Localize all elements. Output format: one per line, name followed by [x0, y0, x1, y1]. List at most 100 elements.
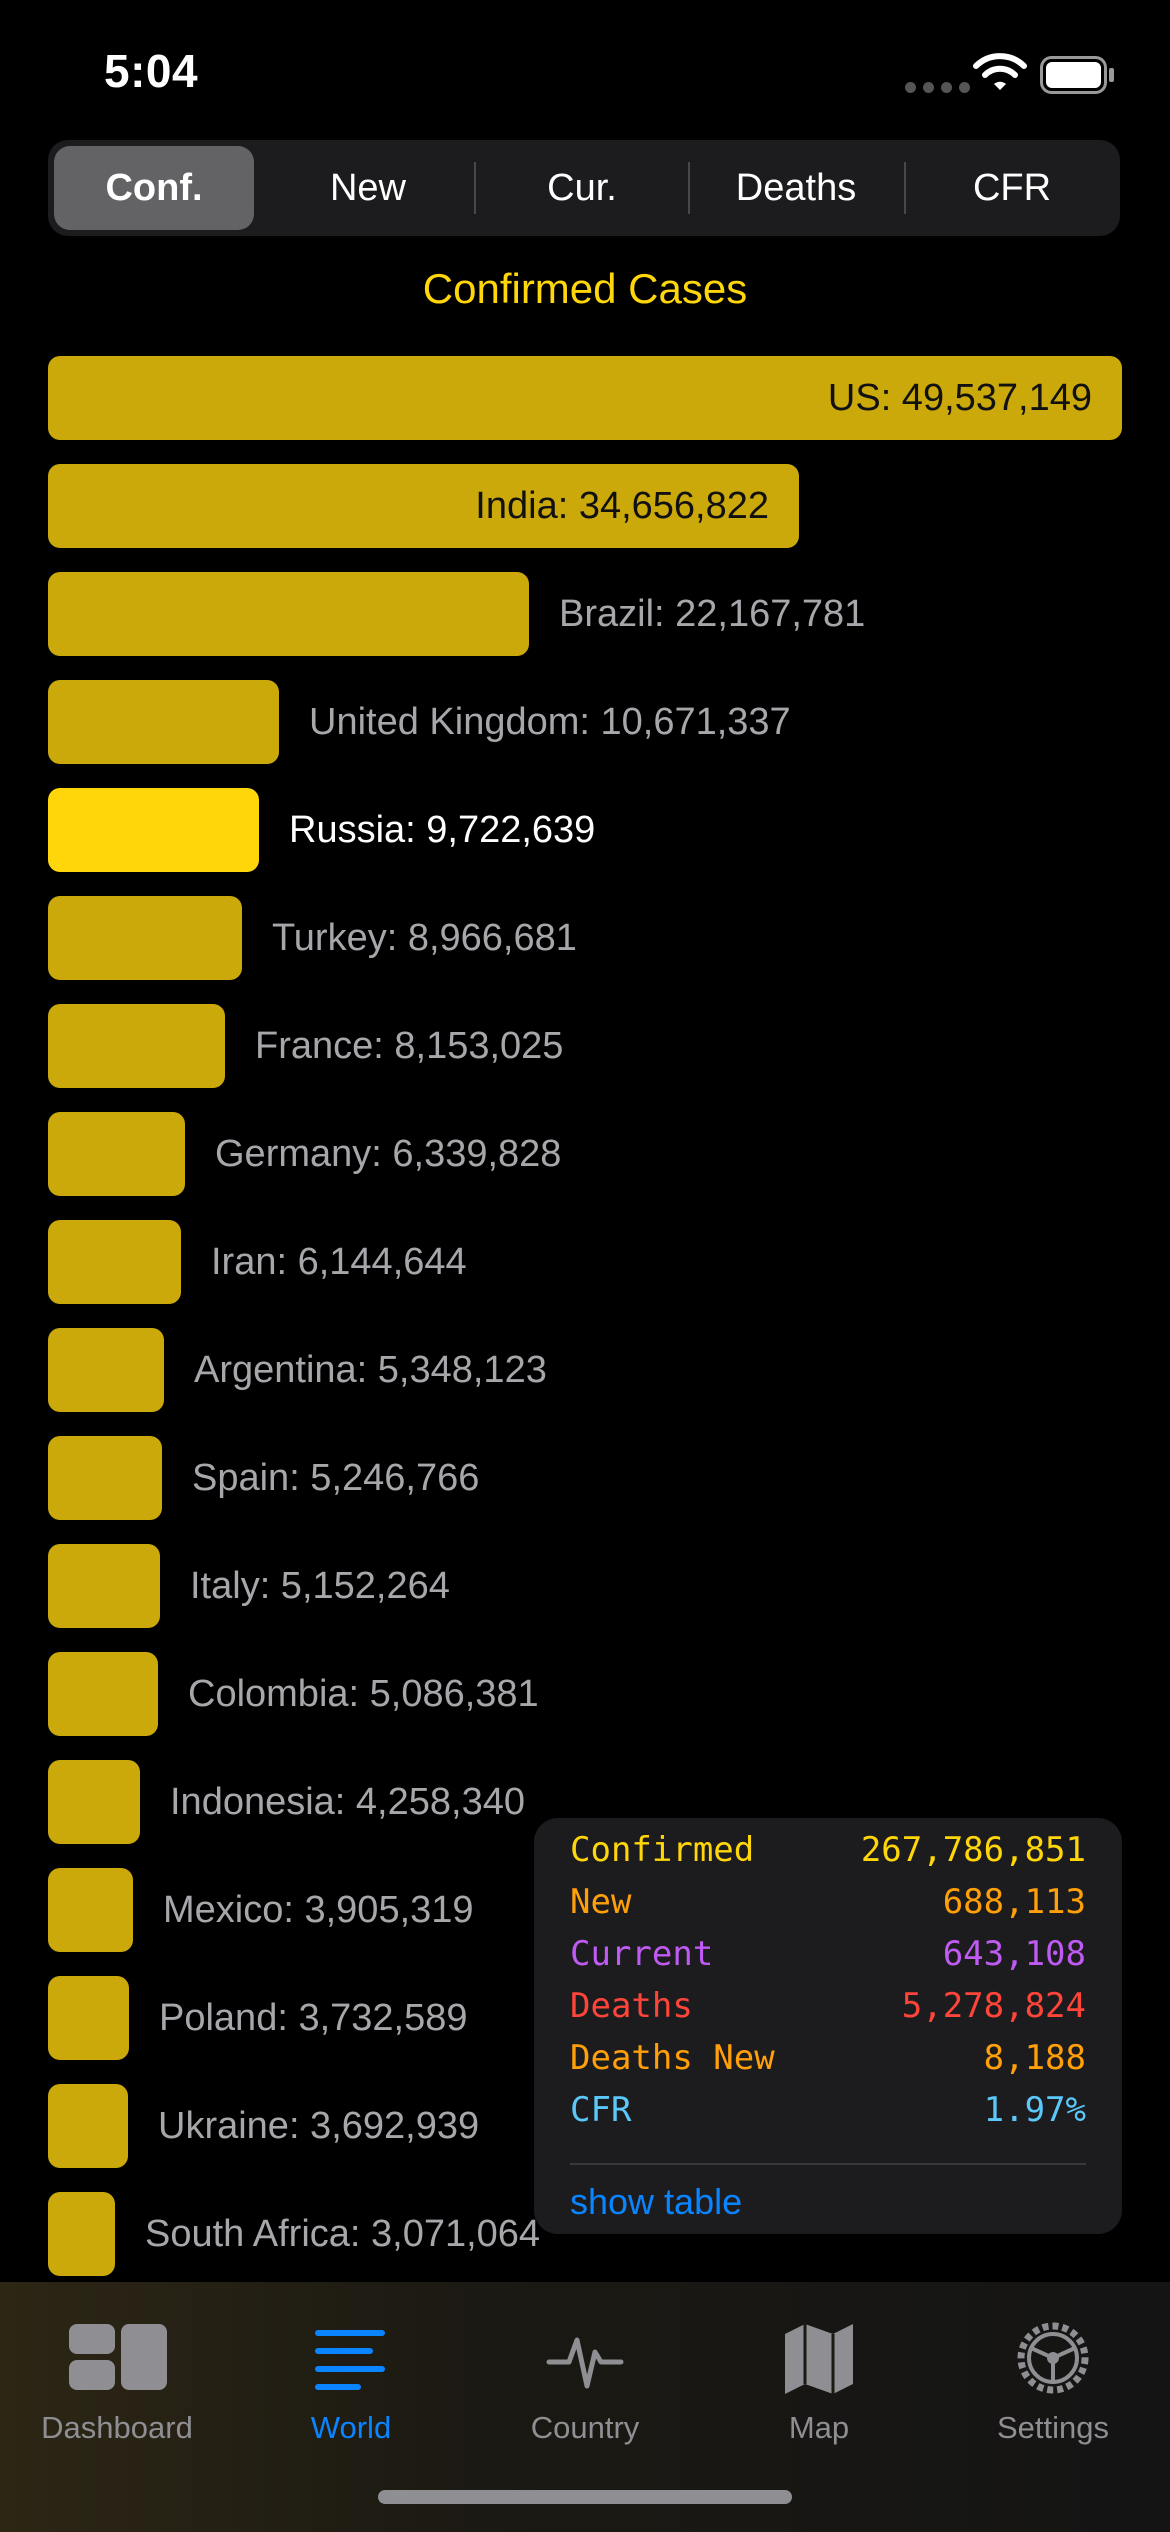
metric-segmented-control: Conf. New Cur. Deaths CFR — [48, 140, 1120, 236]
pulse-icon — [546, 2337, 624, 2389]
bar-row[interactable]: Italy: 5,152,264 — [48, 1544, 1128, 1628]
bar — [48, 788, 259, 872]
segment-cfr[interactable]: CFR — [972, 166, 1052, 209]
tab-dashboard[interactable]: Dashboard — [0, 2302, 234, 2452]
bar — [48, 680, 279, 764]
tab-map[interactable]: Map — [702, 2302, 936, 2452]
bar-row[interactable]: US: 49,537,149 — [48, 356, 1128, 440]
signal-dots-icon — [905, 82, 970, 93]
bar-row[interactable]: Russia: 9,722,639 — [48, 788, 1128, 872]
summary-row-cfr: CFR 1.97% — [570, 2084, 1086, 2136]
bar-row[interactable]: Indonesia: 4,258,340 — [48, 1760, 1128, 1844]
bar-row[interactable]: Germany: 6,339,828 — [48, 1112, 1128, 1196]
tab-label: World — [310, 2410, 392, 2445]
segment-divider — [904, 162, 906, 214]
bar — [48, 1004, 225, 1088]
summary-row-deaths-new: Deaths New 8,188 — [570, 2032, 1086, 2084]
bar-row[interactable]: Argentina: 5,348,123 — [48, 1328, 1128, 1412]
bar — [48, 464, 799, 548]
segment-divider — [474, 162, 476, 214]
bar — [48, 896, 242, 980]
summary-value: 643,108 — [942, 1934, 1086, 1974]
wifi-icon — [973, 53, 1027, 90]
segment-divider — [688, 162, 690, 214]
bar-label: Mexico: 3,905,319 — [163, 1889, 474, 1931]
tab-settings[interactable]: Settings — [936, 2302, 1170, 2452]
bar-label: France: 8,153,025 — [255, 1025, 564, 1067]
bar-row[interactable]: France: 8,153,025 — [48, 1004, 1128, 1088]
bar-row[interactable]: Colombia: 5,086,381 — [48, 1652, 1128, 1736]
bar — [48, 1652, 158, 1736]
bar-label: South Africa: 3,071,064 — [145, 2213, 541, 2255]
summary-value: 688,113 — [942, 1882, 1086, 1922]
bar-label: Spain: 5,246,766 — [192, 1457, 480, 1499]
summary-row-deaths: Deaths 5,278,824 — [570, 1980, 1086, 2032]
bar — [48, 2192, 115, 2276]
bar-row[interactable]: South Africa: 3,071,064 — [48, 2192, 1128, 2276]
segment-new[interactable]: New — [329, 166, 407, 209]
bar — [48, 1760, 140, 1844]
bar-row[interactable]: Poland: 3,732,589 — [48, 1976, 1128, 2060]
bar-label: Germany: 6,339,828 — [215, 1133, 562, 1175]
bar — [48, 1220, 181, 1304]
bar-label: Turkey: 8,966,681 — [272, 917, 577, 959]
bar-label: Russia: 9,722,639 — [289, 809, 596, 851]
bar-label: Brazil: 22,167,781 — [559, 593, 866, 635]
bar — [48, 1328, 164, 1412]
gear-icon — [1017, 2322, 1089, 2394]
summary-value: 5,278,824 — [901, 1986, 1086, 2026]
summary-label: New — [570, 1882, 632, 1922]
bar-label: Poland: 3,732,589 — [159, 1997, 468, 2039]
bar — [48, 572, 529, 656]
summary-row-current: Current 643,108 — [570, 1928, 1086, 1980]
tab-world[interactable]: World — [234, 2302, 468, 2452]
bar-row[interactable]: Brazil: 22,167,781 — [48, 572, 1128, 656]
bar-row[interactable]: Ukraine: 3,692,939 — [48, 2084, 1128, 2168]
summary-row-confirmed: Confirmed 267,786,851 — [570, 1824, 1086, 1876]
bar-label: Argentina: 5,348,123 — [194, 1349, 547, 1391]
summary-label: Confirmed — [570, 1830, 755, 1870]
bar-label: Indonesia: 4,258,340 — [170, 1781, 525, 1823]
bar-row[interactable]: India: 34,656,822 — [48, 464, 1128, 548]
summary-value: 1.97% — [983, 2090, 1086, 2130]
chart-title: Confirmed Cases — [422, 265, 748, 312]
battery-icon — [1040, 56, 1114, 94]
segment-deaths[interactable]: Deaths — [735, 166, 857, 209]
bar — [48, 2084, 128, 2168]
bar-row[interactable]: Iran: 6,144,644 — [48, 1220, 1128, 1304]
bar-label: US: 49,537,149 — [827, 377, 1092, 419]
home-indicator — [378, 2490, 792, 2504]
bar — [48, 1868, 133, 1952]
segment-confirmed[interactable]: Conf. — [54, 146, 254, 230]
dashboard-icon — [69, 2324, 167, 2390]
bar-row[interactable]: Spain: 5,246,766 — [48, 1436, 1128, 1520]
summary-value: 267,786,851 — [860, 1830, 1086, 1870]
summary-label: Current — [570, 1934, 714, 1974]
bar-row[interactable]: United Kingdom: 10,671,337 — [48, 680, 1128, 764]
tab-label: Settings — [996, 2410, 1109, 2445]
bar-label: Italy: 5,152,264 — [190, 1565, 450, 1607]
bar — [48, 356, 1122, 440]
bar — [48, 1976, 129, 2060]
show-table-link[interactable]: show table — [570, 2181, 743, 2222]
summary-label: CFR — [570, 2090, 632, 2130]
summary-label: Deaths New — [570, 2038, 775, 2078]
summary-value: 8,188 — [983, 2038, 1086, 2078]
bar-label: India: 34,656,822 — [475, 485, 769, 527]
bar-row[interactable]: Mexico: 3,905,319 — [48, 1868, 1128, 1952]
summary-divider — [570, 2163, 1086, 2165]
segment-current[interactable]: Cur. — [547, 166, 617, 209]
tab-bar: Dashboard World Country Map — [0, 2282, 1170, 2532]
bar-label: Colombia: 5,086,381 — [188, 1673, 539, 1715]
tab-label: Country — [530, 2410, 640, 2445]
tab-label: Map — [788, 2410, 850, 2445]
bar — [48, 1436, 162, 1520]
summary-row-new: New 688,113 — [570, 1876, 1086, 1928]
tab-country[interactable]: Country — [468, 2302, 702, 2452]
bar-label: Iran: 6,144,644 — [211, 1241, 467, 1283]
summary-label: Deaths — [570, 1986, 693, 2026]
status-time: 5:04 — [104, 45, 199, 97]
bar — [48, 1544, 160, 1628]
bar-row[interactable]: Turkey: 8,966,681 — [48, 896, 1128, 980]
totals-summary-panel: Confirmed 267,786,851 New 688,113 Curren… — [534, 1818, 1122, 2234]
